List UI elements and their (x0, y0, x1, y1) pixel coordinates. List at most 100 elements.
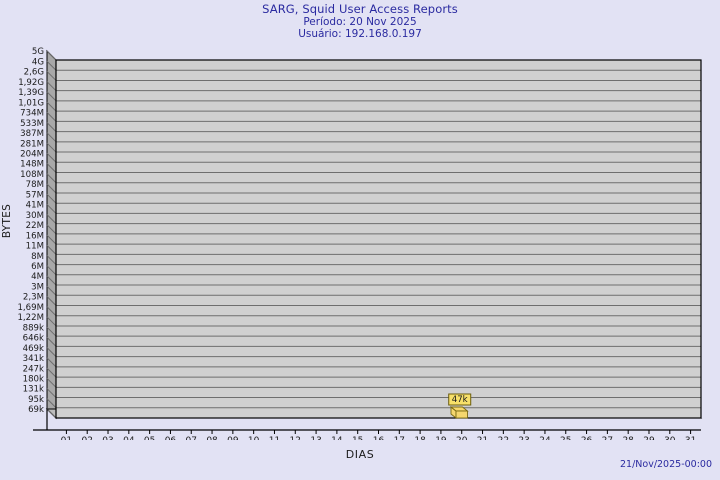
y-axis-tick-label: 469k (23, 344, 44, 354)
x-axis-tick-label: 16 (373, 436, 385, 440)
y-tick-mark (46, 224, 57, 235)
y-tick-mark (46, 244, 57, 255)
report-period: Período: 20 Nov 2025 (303, 15, 417, 28)
y-axis-tick-label: 4M (31, 272, 44, 282)
y-tick-mark (46, 398, 57, 409)
y-axis-tick-label: 6M (31, 262, 44, 272)
y-axis-tick-label: 281M (20, 139, 44, 149)
y-tick-mark (46, 255, 57, 265)
x-axis-tick-label: 13 (310, 436, 321, 440)
y-tick-mark (46, 173, 57, 184)
y-axis-tick-label: 57M (26, 190, 44, 200)
x-axis-tick-label: 15 (352, 436, 363, 440)
y-tick-mark (46, 337, 57, 347)
y-axis-tick-label: 204M (20, 149, 44, 159)
x-axis-tick-label: 06 (165, 436, 177, 440)
y-tick-mark (46, 122, 57, 132)
y-axis-tick-label: 1,92G (18, 78, 44, 88)
y-tick-mark (46, 316, 57, 327)
y-axis-tick-label: 30M (26, 211, 44, 221)
y-tick-mark (46, 91, 57, 102)
y-tick-mark (46, 275, 57, 286)
y-tick-mark (46, 296, 57, 306)
y-axis-tick-label: 1,69M (17, 303, 44, 313)
bytes-per-day-chart: 5G 4G 2,6G 1,92G 1,39G 1,01G 734M 533M 387M 281M 2… (17, 47, 703, 440)
y-tick-mark (46, 377, 57, 388)
y-axis-tick-label: 5G (32, 47, 44, 57)
x-axis-title: DIAS (345, 448, 375, 461)
generated-timestamp: 21/Nov/2025-00:00 (619, 459, 712, 470)
svg-text:47k: 47k (452, 395, 468, 405)
y-axis-tick-label: 341k (23, 354, 44, 364)
x-axis-tick-label: 28 (622, 436, 634, 440)
x-axis-tick-label: 21 (477, 436, 488, 440)
x-axis-tick-label: 19 (435, 436, 447, 440)
y-axis-tick-label: 2,3M (23, 293, 44, 303)
y-axis-tick-label: 1,01G (18, 98, 44, 108)
x-axis-tick-label: 30 (664, 436, 676, 440)
y-tick-mark (46, 142, 57, 153)
y-axis-tick-label: 95k (28, 395, 44, 405)
y-axis-tick-label: 78M (26, 180, 44, 190)
y-tick-mark (46, 60, 57, 71)
x-axis-tick-label: 27 (602, 436, 613, 440)
y-tick-mark (46, 204, 57, 214)
y-axis-tick-label: 4G (32, 57, 44, 67)
y-tick-mark (46, 285, 57, 296)
report-user: Usuário: 192.168.0.197 (298, 28, 422, 41)
x-axis-tick-label: 17 (394, 436, 405, 440)
y-tick-mark (46, 71, 57, 81)
x-axis-tick-label: 20 (456, 436, 468, 440)
x-axis-tick-label: 11 (269, 436, 280, 440)
y-tick-mark (46, 152, 57, 163)
y-tick-mark (46, 112, 57, 122)
y-axis-tick-label: 734M (20, 109, 44, 119)
y-tick-mark (46, 50, 57, 61)
x-axis-tick-label: 25 (560, 436, 571, 440)
y-axis-tick-label: 131k (23, 385, 44, 395)
y-tick-mark (46, 183, 57, 194)
x-axis-tick-label: 23 (518, 436, 529, 440)
y-axis-tick-label: 8M (31, 252, 44, 262)
y-axis-tick-label: 41M (26, 201, 44, 211)
y-axis-tick-label: 1,39G (18, 88, 44, 98)
y-axis-tick-label: 1,22M (17, 313, 44, 323)
y-tick-mark (46, 306, 57, 317)
y-axis-tick-label: 889k (23, 323, 44, 333)
x-axis-tick-label: 12 (290, 436, 301, 440)
x-axis-tick-label: 02 (81, 436, 92, 440)
plot-border (55, 59, 702, 419)
page-title: SARG, Squid User Access Reports (262, 2, 458, 16)
y-tick-mark (46, 163, 57, 173)
y-axis-tick-label: 646k (23, 334, 44, 344)
bar (449, 406, 469, 419)
x-axis-tick-label: 31 (685, 436, 696, 440)
y-tick-mark (46, 193, 57, 204)
x-axis-tick-label: 18 (414, 436, 426, 440)
x-axis-tick-label: 29 (643, 436, 655, 440)
x-axis-tick-label: 04 (123, 436, 135, 440)
x-axis-tick-label: 08 (206, 436, 218, 440)
x-axis-tick-label: 24 (539, 436, 551, 440)
y-axis-tick-label: 180k (23, 375, 44, 385)
y-tick-mark (46, 408, 57, 419)
y-axis-tick-label: 533M (20, 119, 44, 129)
y-axis-tick-label: 2,6G (24, 68, 44, 78)
plot-background (56, 60, 701, 418)
y-axis-tick-label: 69k (28, 405, 44, 415)
x-axis-tick-label: 14 (331, 436, 343, 440)
y-tick-mark (46, 388, 57, 398)
y-axis-tick-label: 387M (20, 129, 44, 139)
y-tick-mark (46, 234, 57, 245)
x-axis-tick-label: 05 (144, 436, 155, 440)
y-axis-tick-label: 11M (26, 242, 44, 252)
x-axis-tick-label: 09 (227, 436, 239, 440)
y-tick-mark (46, 132, 57, 143)
y-tick-mark (46, 214, 57, 225)
x-axis-tick-label: 01 (61, 436, 72, 440)
y-tick-mark (46, 101, 57, 112)
y-axis-tick-label: 247k (23, 364, 44, 374)
y-tick-mark (46, 81, 57, 92)
y-tick-mark (46, 265, 57, 276)
